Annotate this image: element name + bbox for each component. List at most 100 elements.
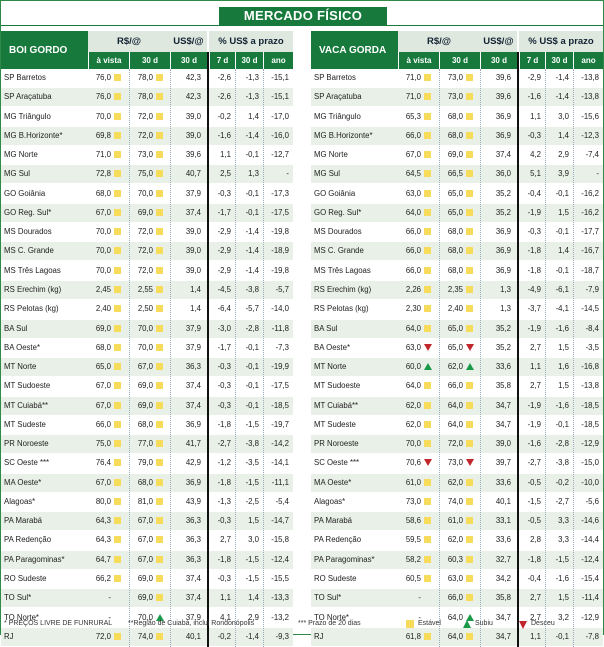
pct-ano: -5,6 (585, 496, 599, 506)
price-30d: 72,0 (137, 227, 153, 237)
pct-30d: 1,5 (558, 207, 569, 217)
table-row: MT Cuiabá** 67,0 69,0 37,4 -0,3 -0,1 -18,5 (1, 396, 293, 415)
price-30d: 68,0 (447, 265, 463, 275)
pct-7d: 2,7 (220, 535, 231, 545)
trend-marker (424, 570, 432, 588)
pct-7d: 1,1 (220, 593, 231, 603)
trend-marker (466, 223, 474, 241)
trend-marker (424, 493, 432, 511)
trend-marker (114, 474, 122, 492)
up-arrow-icon (466, 363, 474, 371)
price-avista: - (108, 612, 111, 622)
price-30d: 67,0 (137, 554, 153, 564)
trend-marker (424, 165, 432, 183)
trend-marker (424, 108, 432, 126)
trend-marker (424, 204, 432, 222)
pct-7d: -3,7 (527, 304, 541, 314)
price-30d: 69,0 (137, 381, 153, 391)
table-row: MG Norte 71,0 73,0 39,6 1,1 -0,1 -12,7 (1, 146, 293, 164)
trend-marker (424, 358, 432, 376)
stable-marker-icon (424, 517, 431, 525)
price-30d: 67,0 (137, 362, 153, 372)
stable-marker-icon (466, 305, 473, 313)
usd-30d: 39,0 (185, 130, 201, 140)
usd-30d: 39,6 (495, 92, 511, 102)
pct-30d: -1,5 (245, 574, 259, 584)
down-arrow-icon (466, 459, 474, 467)
price-30d: 2,40 (447, 304, 463, 314)
table-row: MS C. Grande 70,0 72,0 39,0 -2,9 -1,4 -18,9 (1, 242, 293, 261)
trend-marker (114, 397, 122, 415)
region-name: MS C. Grande (4, 246, 54, 256)
usd-30d: 35,2 (495, 342, 511, 352)
pct-30d: -1,5 (245, 477, 259, 487)
trend-marker (466, 300, 474, 318)
pct-ano: -13,2 (271, 612, 289, 622)
stable-marker-icon (114, 189, 121, 197)
usd-30d: 39,7 (495, 458, 511, 468)
trend-marker (424, 146, 432, 164)
usd-30d: 1,4 (190, 304, 201, 314)
region-name: MT Norte (314, 362, 347, 372)
trend-marker (466, 435, 474, 453)
pct-ano: -13,8 (581, 381, 599, 391)
price-avista: 64,5 (405, 169, 421, 179)
trend-marker (466, 454, 474, 472)
stable-marker-icon (156, 478, 163, 486)
pct-7d: -1,8 (527, 265, 541, 275)
stable-marker-icon (156, 189, 163, 197)
usd-30d: 39,6 (495, 73, 511, 82)
trend-marker (156, 435, 164, 453)
region-name: Alagoas* (4, 496, 36, 506)
pct-ano: -18,5 (581, 419, 599, 429)
price-avista: 66,0 (405, 246, 421, 256)
price-avista: 70,6 (405, 458, 421, 468)
stable-marker-icon (114, 363, 121, 371)
pct-30d: -1,6 (555, 574, 569, 584)
pct-ano: -18,7 (581, 265, 599, 275)
trend-marker (156, 146, 164, 164)
table-row: PR Noroeste 70,0 72,0 39,0 -1,6 -2,8 -12,9 (311, 435, 603, 454)
price-avista: 62,0 (405, 419, 421, 429)
trend-marker (466, 69, 474, 87)
region-name: MS C. Grande (314, 246, 364, 256)
stable-marker-icon (466, 517, 473, 525)
table-row: MS Dourados 66,0 68,0 36,9 -0,3 -0,1 -17,7 (311, 223, 603, 241)
usd-30d: 37,9 (185, 612, 201, 622)
stable-marker-icon (156, 247, 163, 255)
trend-marker (156, 358, 164, 376)
stable-marker-icon (424, 575, 431, 583)
trend-marker (424, 551, 432, 569)
price-avista: 71,0 (95, 150, 111, 160)
pct-ano: -7,9 (585, 284, 599, 294)
legend-down-label: Desceu (531, 620, 555, 627)
trend-marker (114, 242, 122, 260)
header-pct: % US$ a prazo (519, 31, 603, 52)
region-name: GO Goiânia (314, 188, 356, 198)
stable-marker-icon (114, 131, 121, 139)
trend-marker (114, 320, 122, 338)
stable-marker-icon (466, 247, 473, 255)
stable-marker-icon (114, 478, 121, 486)
trend-marker (156, 281, 164, 299)
table-row: MG Norte 67,0 69,0 37,4 4,2 2,9 -7,4 (311, 146, 603, 164)
price-avista: 62,0 (405, 400, 421, 410)
stable-marker-icon (156, 440, 163, 448)
stable-marker-icon (156, 363, 163, 371)
price-30d: 70,0 (137, 342, 153, 352)
usd-30d: 40,1 (495, 496, 511, 506)
header-30d-rs: 30 d (439, 52, 480, 69)
stable-marker-icon (466, 74, 473, 81)
usd-30d: 37,9 (185, 188, 201, 198)
table-row: MT Sudeste 66,0 68,0 36,9 -1,8 -1,5 -19,7 (1, 416, 293, 434)
usd-30d: 37,9 (185, 323, 201, 333)
region-name: RS Erechim (kg) (314, 284, 372, 294)
stable-marker-icon (114, 247, 121, 255)
pct-ano: -15,8 (271, 535, 289, 545)
price-avista: 58,2 (405, 554, 421, 564)
price-avista: 61,0 (405, 477, 421, 487)
region-name: RO Sudeste (314, 574, 357, 584)
stable-marker-icon (424, 305, 431, 313)
pct-7d: -4,9 (527, 284, 541, 294)
price-avista: 76,0 (95, 73, 111, 82)
